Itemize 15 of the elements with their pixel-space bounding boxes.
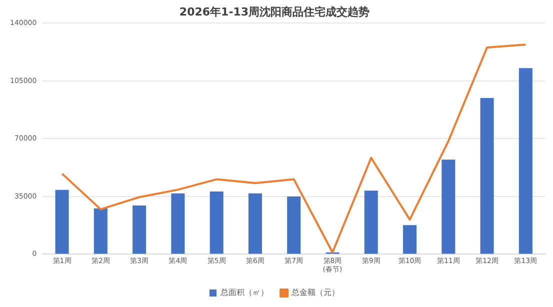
chart-title: 2026年1-13周沈阳商品住宅成交趋势 xyxy=(179,5,370,18)
bar xyxy=(171,193,185,254)
bar xyxy=(94,208,108,254)
bar xyxy=(480,98,494,254)
bar xyxy=(210,192,224,254)
bar xyxy=(403,225,417,254)
bar xyxy=(364,190,378,254)
bar xyxy=(132,206,146,254)
bar xyxy=(287,196,301,254)
legend-label: 总金额（元） xyxy=(290,288,340,298)
bar xyxy=(442,160,456,254)
legend-label: 总面积（㎡） xyxy=(220,288,268,298)
bar xyxy=(248,193,262,254)
bar xyxy=(55,190,69,254)
bar xyxy=(518,68,532,254)
